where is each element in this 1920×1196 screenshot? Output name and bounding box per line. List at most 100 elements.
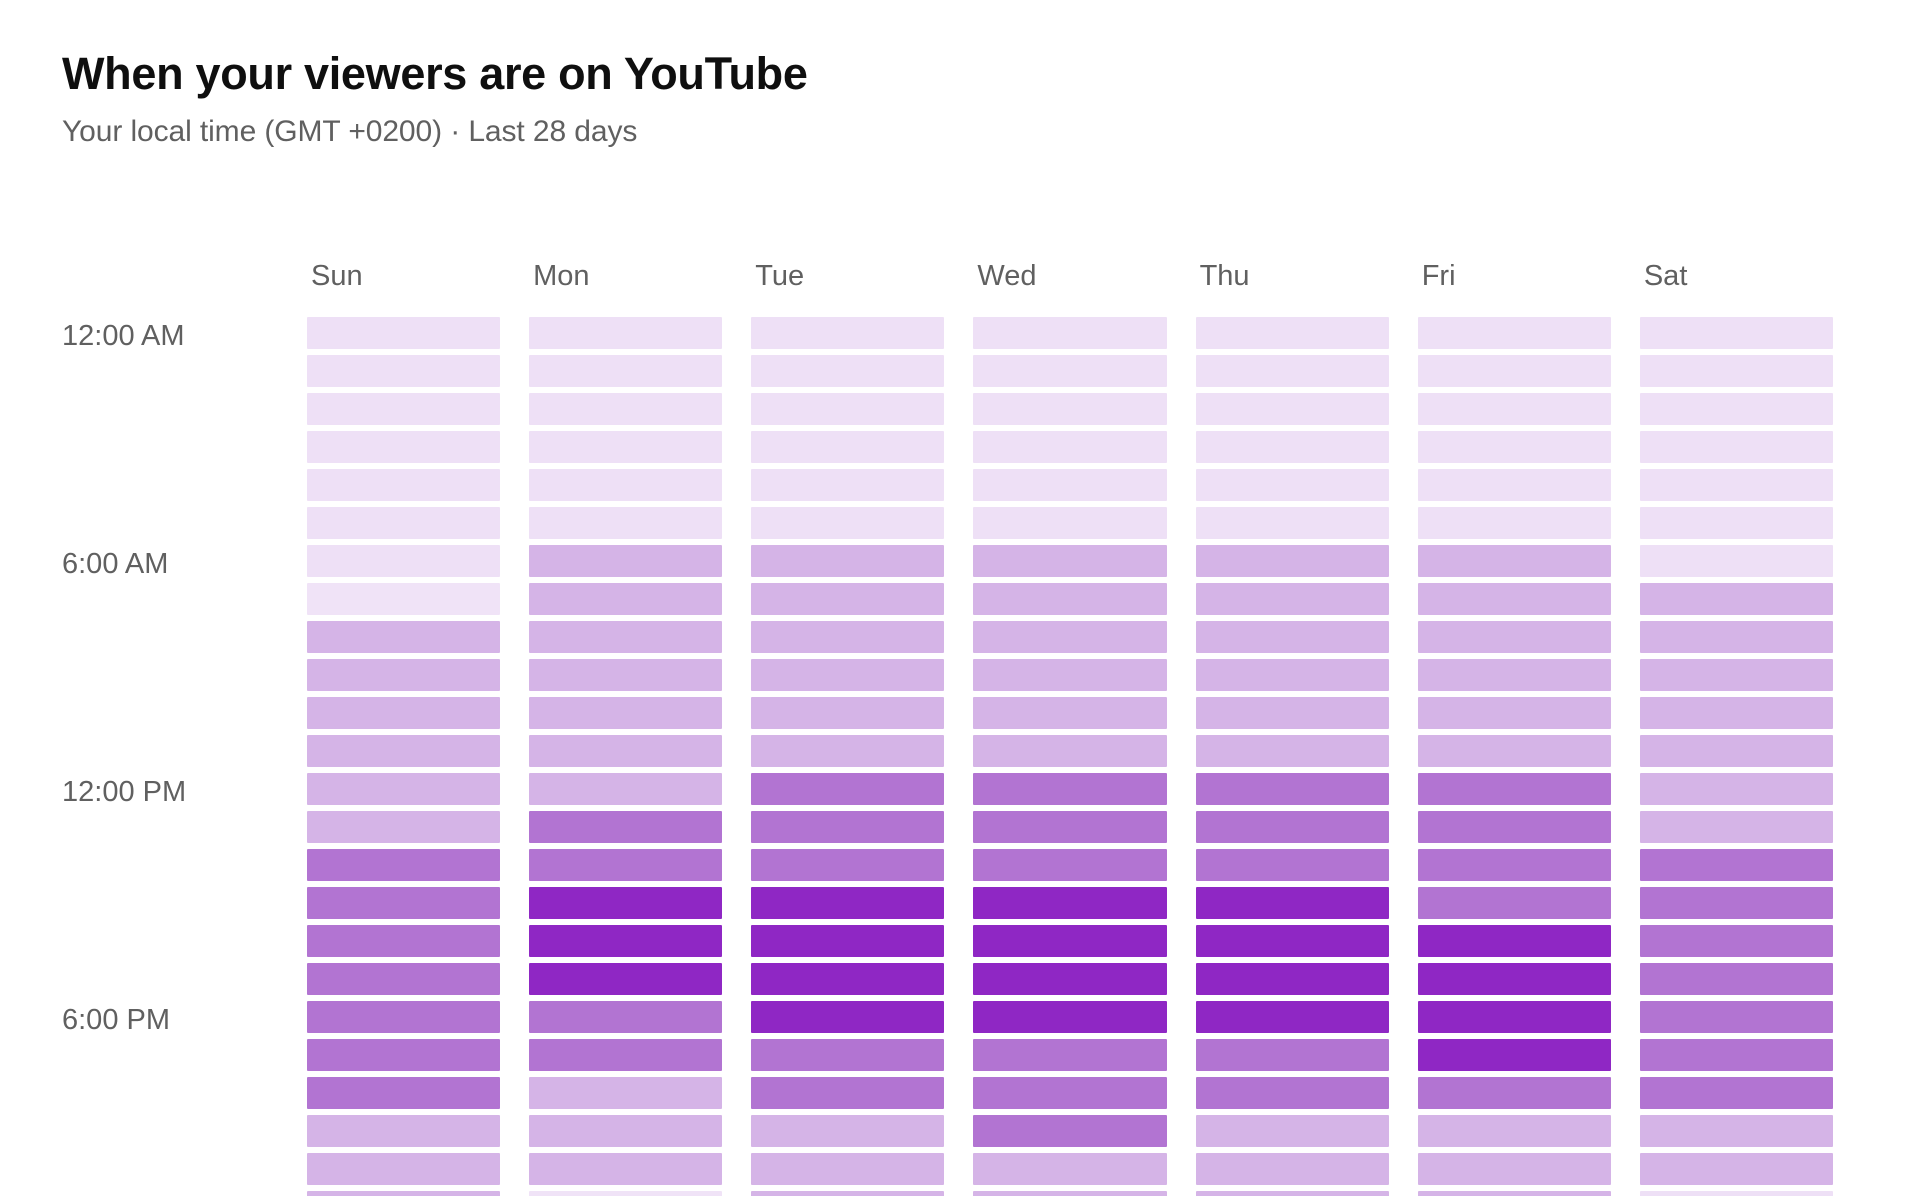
heatmap-cell[interactable] (751, 1001, 973, 1039)
heatmap-cell[interactable] (1417, 621, 1640, 659)
heatmap-cell[interactable] (529, 317, 751, 355)
heatmap-cell[interactable] (1639, 963, 1862, 1001)
heatmap-cell[interactable] (529, 583, 751, 621)
heatmap-cell[interactable] (529, 887, 751, 925)
heatmap-cell[interactable] (1195, 317, 1418, 355)
heatmap-cell[interactable] (1417, 317, 1640, 355)
heatmap-cell[interactable] (1417, 1115, 1640, 1153)
heatmap-cell[interactable] (1639, 697, 1862, 735)
heatmap-cell[interactable] (973, 507, 1195, 545)
heatmap-cell[interactable] (973, 469, 1195, 507)
heatmap-cell[interactable] (973, 393, 1195, 431)
heatmap-cell[interactable] (529, 735, 751, 773)
heatmap-cell[interactable] (1639, 507, 1862, 545)
heatmap-cell[interactable] (751, 317, 973, 355)
heatmap-cell[interactable] (751, 469, 973, 507)
heatmap-cell[interactable] (1195, 773, 1418, 811)
heatmap-cell[interactable] (973, 811, 1195, 849)
heatmap-cell[interactable] (751, 925, 973, 963)
heatmap-cell[interactable] (1195, 697, 1418, 735)
heatmap-cell[interactable] (1639, 317, 1862, 355)
heatmap-cell[interactable] (1417, 583, 1640, 621)
heatmap-cell[interactable] (1195, 507, 1418, 545)
heatmap-cell[interactable] (1639, 393, 1862, 431)
heatmap-cell[interactable] (1639, 735, 1862, 773)
heatmap-cell[interactable] (1195, 1115, 1418, 1153)
heatmap-cell[interactable] (751, 507, 973, 545)
heatmap-cell[interactable] (751, 355, 973, 393)
heatmap-cell[interactable] (1639, 1001, 1862, 1039)
heatmap-cell[interactable] (1639, 1191, 1862, 1196)
heatmap-cell[interactable] (307, 925, 529, 963)
heatmap-cell[interactable] (1195, 355, 1418, 393)
heatmap-cell[interactable] (1417, 659, 1640, 697)
heatmap-cell[interactable] (1195, 849, 1418, 887)
heatmap-cell[interactable] (973, 1001, 1195, 1039)
heatmap-cell[interactable] (529, 431, 751, 469)
heatmap-cell[interactable] (529, 621, 751, 659)
heatmap-cell[interactable] (1417, 507, 1640, 545)
heatmap-cell[interactable] (751, 697, 973, 735)
heatmap-cell[interactable] (751, 1039, 973, 1077)
heatmap-cell[interactable] (751, 621, 973, 659)
heatmap-cell[interactable] (751, 1191, 973, 1196)
heatmap-cell[interactable] (307, 887, 529, 925)
heatmap-cell[interactable] (973, 621, 1195, 659)
heatmap-cell[interactable] (973, 1153, 1195, 1191)
heatmap-cell[interactable] (307, 697, 529, 735)
heatmap-cell[interactable] (1195, 469, 1418, 507)
heatmap-cell[interactable] (1639, 887, 1862, 925)
heatmap-cell[interactable] (1195, 887, 1418, 925)
heatmap-cell[interactable] (529, 469, 751, 507)
heatmap-cell[interactable] (529, 811, 751, 849)
heatmap-cell[interactable] (529, 545, 751, 583)
heatmap-cell[interactable] (529, 697, 751, 735)
heatmap-cell[interactable] (529, 507, 751, 545)
heatmap-cell[interactable] (307, 621, 529, 659)
heatmap-cell[interactable] (1639, 355, 1862, 393)
heatmap-cell[interactable] (529, 773, 751, 811)
heatmap-cell[interactable] (1417, 697, 1640, 735)
heatmap-cell[interactable] (1417, 811, 1640, 849)
heatmap-cell[interactable] (751, 735, 973, 773)
heatmap-cell[interactable] (529, 659, 751, 697)
heatmap-cell[interactable] (1417, 545, 1640, 583)
heatmap-cell[interactable] (1195, 925, 1418, 963)
heatmap-cell[interactable] (307, 507, 529, 545)
heatmap-cell[interactable] (1417, 1039, 1640, 1077)
heatmap-cell[interactable] (307, 469, 529, 507)
heatmap-cell[interactable] (1639, 925, 1862, 963)
heatmap-cell[interactable] (307, 849, 529, 887)
heatmap-cell[interactable] (1417, 1191, 1640, 1196)
heatmap-cell[interactable] (1639, 773, 1862, 811)
heatmap-cell[interactable] (1417, 849, 1640, 887)
heatmap-cell[interactable] (751, 431, 973, 469)
heatmap-cell[interactable] (307, 811, 529, 849)
heatmap-cell[interactable] (973, 887, 1195, 925)
heatmap-cell[interactable] (1639, 583, 1862, 621)
heatmap-cell[interactable] (1417, 963, 1640, 1001)
heatmap-cell[interactable] (307, 317, 529, 355)
heatmap-cell[interactable] (751, 887, 973, 925)
heatmap-cell[interactable] (1639, 811, 1862, 849)
heatmap-cell[interactable] (751, 773, 973, 811)
heatmap-cell[interactable] (1639, 849, 1862, 887)
heatmap-cell[interactable] (307, 735, 529, 773)
heatmap-cell[interactable] (1195, 393, 1418, 431)
heatmap-cell[interactable] (973, 773, 1195, 811)
heatmap-cell[interactable] (1417, 773, 1640, 811)
heatmap-cell[interactable] (751, 545, 973, 583)
heatmap-cell[interactable] (307, 1039, 529, 1077)
heatmap-cell[interactable] (1417, 1001, 1640, 1039)
heatmap-cell[interactable] (307, 355, 529, 393)
heatmap-cell[interactable] (1639, 545, 1862, 583)
heatmap-cell[interactable] (973, 735, 1195, 773)
heatmap-cell[interactable] (1417, 1077, 1640, 1115)
heatmap-cell[interactable] (529, 1039, 751, 1077)
heatmap-cell[interactable] (1639, 431, 1862, 469)
heatmap-cell[interactable] (529, 355, 751, 393)
heatmap-cell[interactable] (973, 355, 1195, 393)
heatmap-cell[interactable] (307, 1115, 529, 1153)
heatmap-cell[interactable] (973, 849, 1195, 887)
heatmap-cell[interactable] (751, 963, 973, 1001)
